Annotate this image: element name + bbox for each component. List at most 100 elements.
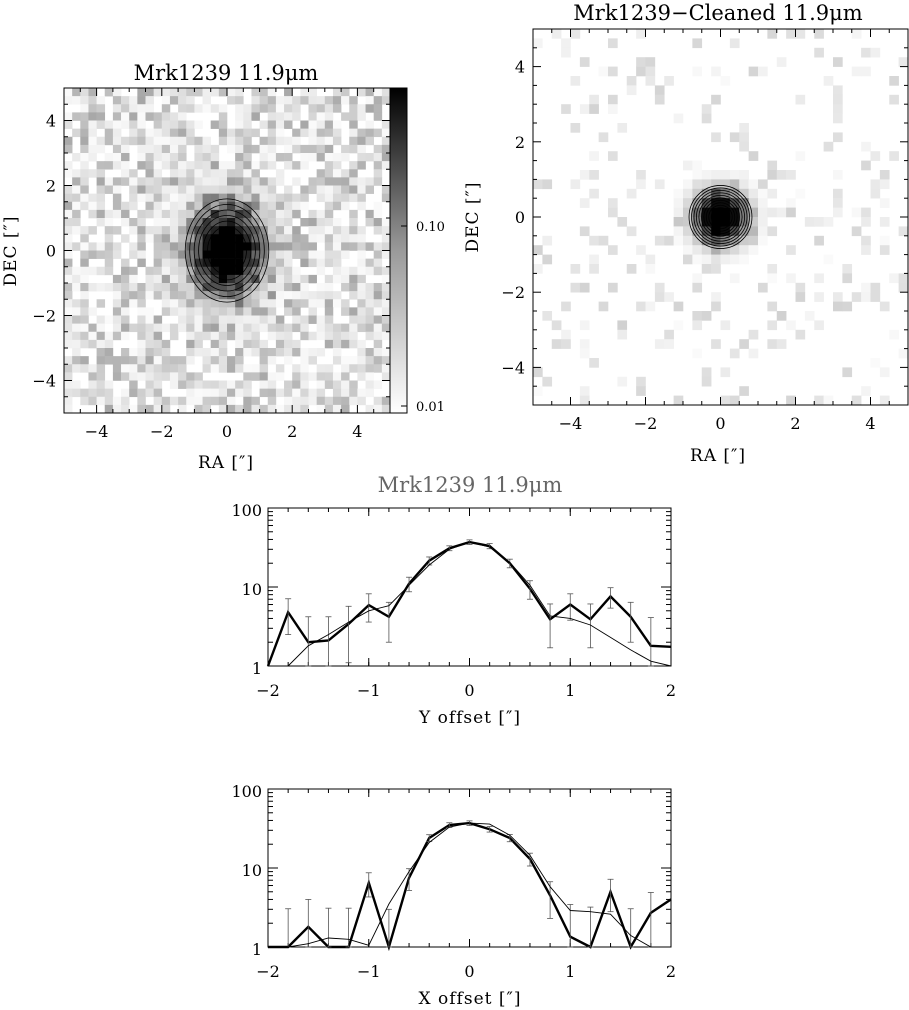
image-pixel (169, 274, 179, 284)
image-pixel (332, 226, 342, 235)
image-pixel (251, 128, 260, 138)
image-pixel (767, 264, 778, 274)
image-pixel (259, 234, 269, 243)
image-pixel (112, 161, 122, 170)
image-pixel (153, 364, 163, 373)
image-pixel (720, 76, 731, 86)
image-pixel (88, 104, 97, 113)
image-pixel (218, 136, 228, 146)
image-pixel (898, 57, 909, 67)
image-pixel (316, 112, 326, 121)
image-pixel (178, 283, 187, 292)
image-pixel (292, 266, 301, 276)
image-pixel (145, 136, 154, 146)
image-pixel (218, 201, 228, 211)
image-pixel (683, 198, 693, 208)
image-pixel (589, 188, 599, 199)
image-pixel (898, 273, 909, 284)
image-pixel (324, 218, 334, 227)
image-pixel (284, 323, 293, 333)
image-pixel (259, 104, 269, 113)
image-pixel (137, 348, 146, 357)
image-pixel (324, 274, 334, 284)
image-pixel (169, 380, 179, 389)
image-pixel (373, 364, 383, 373)
image-pixel (316, 209, 326, 219)
image-pixel (145, 266, 154, 276)
image-pixel (235, 315, 244, 324)
image-pixel (341, 177, 350, 186)
image-pixel (308, 88, 317, 97)
panel-4-xlabel: X offset [″] (419, 989, 522, 1009)
image-pixel (324, 339, 334, 349)
image-pixel (218, 177, 228, 186)
image-pixel (711, 226, 721, 237)
image-pixel (589, 235, 599, 246)
image-pixel (235, 136, 244, 146)
image-pixel (218, 242, 228, 251)
image-pixel (137, 112, 146, 121)
image-pixel (251, 201, 260, 211)
image-1-pixels (64, 88, 391, 414)
image-pixel (137, 250, 146, 259)
image-pixel (137, 404, 146, 414)
image-pixel (121, 299, 130, 308)
image-pixel (80, 201, 89, 211)
image-pixel (235, 274, 244, 284)
image-pixel (259, 209, 269, 219)
image-pixel (814, 47, 824, 58)
image-pixel (570, 29, 581, 39)
image-pixel (292, 323, 301, 333)
image-pixel (161, 339, 171, 349)
image-pixel (373, 291, 383, 300)
image-pixel (349, 234, 358, 243)
image-pixel (292, 226, 301, 235)
image-pixel (654, 292, 665, 302)
image-pixel (292, 339, 301, 349)
image-pixel (169, 120, 179, 129)
y-tick-label: 100 (231, 782, 262, 801)
image-pixel (381, 274, 391, 284)
image-pixel (608, 94, 618, 105)
image-pixel (292, 193, 301, 203)
image-pixel (72, 177, 81, 186)
image-pixel (104, 396, 114, 406)
image-pixel (72, 96, 81, 105)
image-pixel (161, 185, 171, 194)
image-pixel (711, 170, 721, 180)
image-pixel (692, 245, 703, 255)
image-pixel (169, 153, 179, 162)
image-pixel (332, 128, 342, 138)
image-pixel (767, 226, 778, 237)
image-pixel (267, 96, 277, 105)
image-pixel (227, 161, 236, 170)
image-pixel (178, 112, 187, 121)
image-pixel (112, 201, 122, 211)
image-pixel (259, 185, 269, 194)
image-pixel (300, 372, 309, 381)
image-pixel (617, 329, 628, 340)
image-pixel (88, 193, 97, 203)
image-pixel (129, 96, 138, 105)
image-pixel (711, 245, 721, 255)
image-pixel (267, 388, 277, 398)
image-pixel (267, 201, 277, 211)
image-pixel (178, 120, 187, 129)
image-pixel (104, 380, 114, 389)
image-pixel (235, 120, 244, 129)
image-pixel (589, 104, 599, 114)
image-pixel (137, 128, 146, 138)
image-pixel (324, 396, 334, 406)
image-pixel (316, 153, 326, 162)
image-pixel (349, 120, 358, 129)
image-pixel (870, 358, 881, 368)
image-pixel (153, 193, 163, 203)
image-pixel (145, 404, 154, 414)
image-pixel (692, 38, 703, 49)
image-pixel (210, 250, 220, 259)
image-pixel (267, 153, 277, 162)
image-pixel (80, 120, 89, 129)
image-pixel (218, 250, 228, 259)
image-pixel (178, 364, 187, 373)
image-pixel (341, 274, 350, 284)
